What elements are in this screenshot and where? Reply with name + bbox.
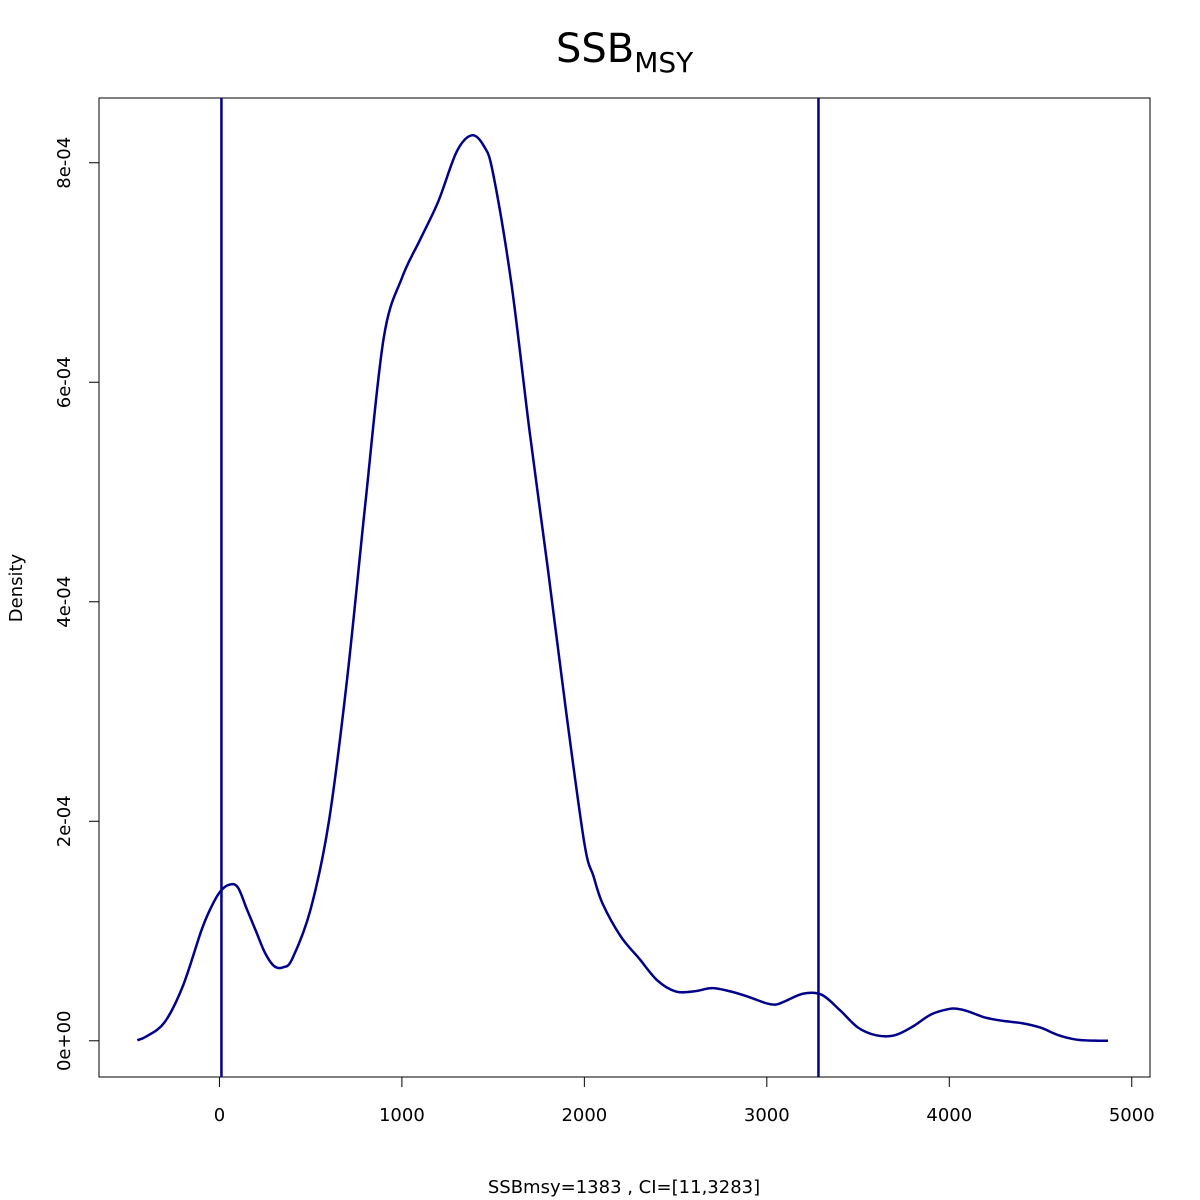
y-tick-label: 8e-04 [54,137,75,189]
y-axis: 0e+00 2e-04 4e-04 6e-04 8e-04 [54,137,100,1072]
x-tick-label: 5000 [1109,1105,1155,1126]
plot-area [136,98,1109,1077]
x-tick-label: 0 [214,1105,225,1126]
x-axis: 0 1000 2000 3000 4000 5000 [214,1076,1155,1126]
y-tick-label: 6e-04 [54,356,75,408]
y-tick-label: 2e-04 [54,795,75,847]
x-tick-label: 3000 [744,1105,790,1126]
x-tick-label: 4000 [926,1105,972,1126]
y-tick-label: 4e-04 [54,576,75,628]
density-curve [136,134,1109,1043]
chart-title: SSBMSY [556,26,694,79]
x-tick-label: 1000 [379,1105,425,1126]
y-axis-label: Density [6,553,27,622]
chart-title-subscript: MSY [634,46,694,79]
x-axis-label: SSBmsy=1383 , CI=[11,3283] [488,1177,760,1198]
x-tick-label: 2000 [561,1105,607,1126]
y-tick-label: 0e+00 [54,1011,75,1072]
